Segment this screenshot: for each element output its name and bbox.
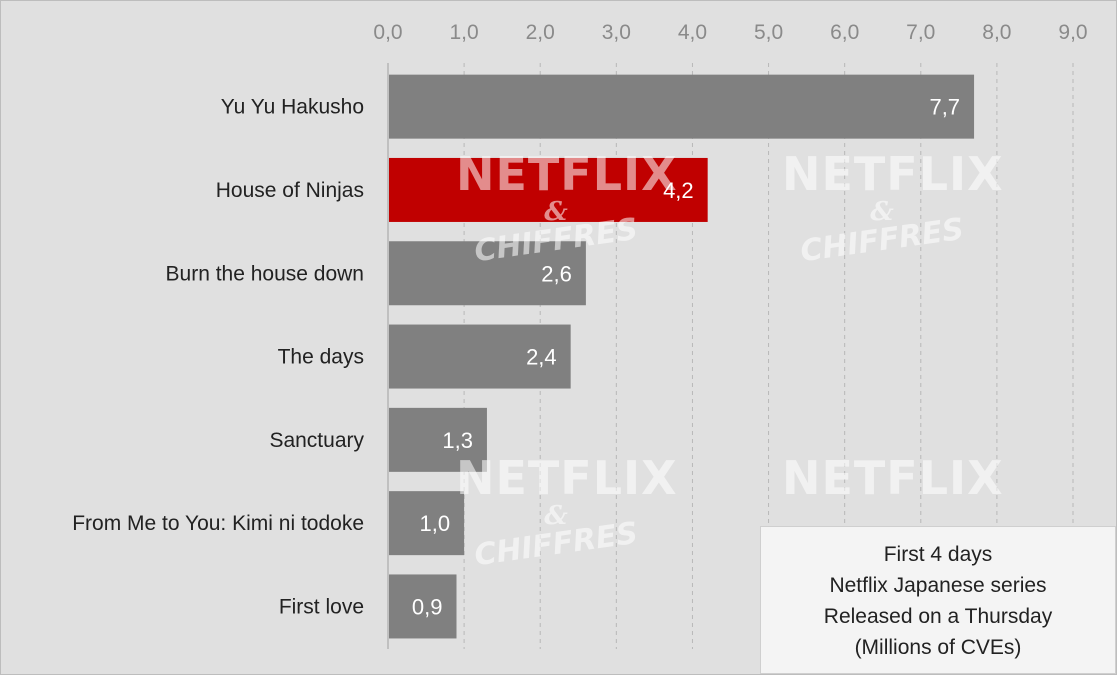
category-label: The days [278,346,364,369]
x-tick-label: 6,0 [830,21,859,44]
bar [389,74,975,139]
annotation-line: First 4 days [883,543,993,566]
category-label: From Me to You: Kimi ni todoke [72,512,364,535]
bar [389,491,465,556]
category-label: Sanctuary [269,429,364,452]
category-label: House of Ninjas [216,179,364,202]
x-tick-label: 5,0 [754,21,783,44]
category-label: First love [279,595,364,618]
bar [389,157,708,222]
x-tick-label: 4,0 [678,21,707,44]
value-label: 2,4 [526,345,557,370]
annotation-box: First 4 days Netflix Japanese series Rel… [760,526,1116,674]
value-label: 1,0 [420,511,451,536]
annotation-line: Released on a Thursday [823,605,1053,628]
x-tick-label: 3,0 [602,21,631,44]
category-label: Yu Yu Hakusho [221,96,364,119]
x-tick-label: 7,0 [906,21,935,44]
x-tick-label: 2,0 [526,21,555,44]
value-label: 1,3 [442,428,473,453]
x-tick-label: 8,0 [982,21,1011,44]
value-label: 4,2 [663,178,694,203]
x-tick-label: 0,0 [373,21,402,44]
annotation-line: (Millions of CVEs) [854,636,1022,659]
category-label: Burn the house down [166,262,364,285]
value-label: 2,6 [541,261,572,286]
bar [389,324,571,389]
x-tick-label: 1,0 [450,21,479,44]
annotation-line: Netflix Japanese series [829,574,1047,597]
value-label: 7,7 [929,95,960,120]
bar [389,574,457,639]
bar [389,241,586,306]
x-tick-label: 9,0 [1058,21,1087,44]
value-label: 0,9 [412,594,443,619]
bar [389,407,487,472]
